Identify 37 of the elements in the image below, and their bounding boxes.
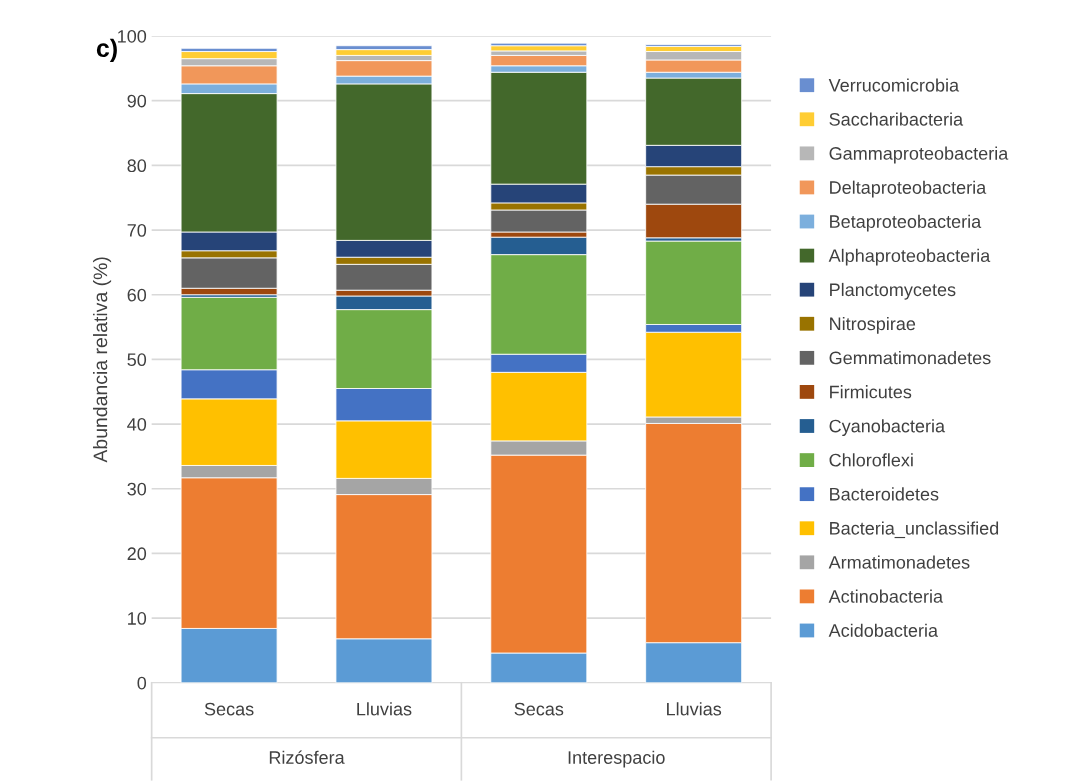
legend-label: Alphaproteobacteria: [828, 248, 991, 266]
y-tick-label: 100: [118, 29, 147, 43]
x-tick-label: Secas: [204, 702, 254, 716]
x-tick-label: Lluvias: [667, 702, 722, 716]
y-tick-label: 70: [127, 223, 147, 237]
y-tick-label: 10: [128, 612, 147, 625]
legend-label: Betaproteobacteria: [830, 214, 982, 232]
bar: [490, 45, 588, 52]
legend-label: Gammaproteobacteria: [829, 146, 1009, 164]
legend-label: Actinobacteria: [828, 589, 944, 603]
legend-label: Cyanobacteria: [829, 419, 946, 437]
legend-label: Deltaproteobacteria: [830, 180, 987, 198]
y-tick-label: 0: [137, 676, 147, 690]
y-axis-title: Abundancia relativa (%): [92, 257, 112, 463]
text: Interespacio: [568, 750, 665, 768]
y-tick-label: 90: [127, 94, 147, 108]
y-tick-label: 60: [127, 288, 147, 302]
legend-label: Verrucomicrobia: [828, 78, 960, 92]
legend-label: Armatimonadetes: [828, 555, 970, 569]
legend-label: Acidobacteria: [828, 623, 939, 637]
x-tick-label: Lluvias: [357, 702, 412, 716]
legend-label: Bacteria_unclassified: [830, 521, 999, 539]
legend-label: Planctomycetes: [830, 282, 956, 300]
text: Rizósfera: [269, 750, 345, 764]
legend-label: Firmicutes: [830, 385, 912, 399]
y-tick-label: 20: [127, 547, 147, 561]
legend-label: Chloroflexi: [829, 453, 913, 467]
y-tick-label: 30: [127, 482, 147, 496]
legend-label: Nitrospirae: [830, 316, 916, 334]
legend-label: Bacteroidetes: [830, 487, 939, 501]
legend-label: Gemmatimonadetes: [829, 351, 991, 365]
y-tick-label: 80: [127, 159, 147, 173]
x-tick-label: Secas: [514, 702, 564, 716]
y-tick-label: 40: [127, 418, 147, 431]
y-tick-label: 50: [127, 353, 147, 367]
chart-title: c): [96, 38, 117, 62]
legend-label: Saccharibacteria: [829, 112, 964, 126]
